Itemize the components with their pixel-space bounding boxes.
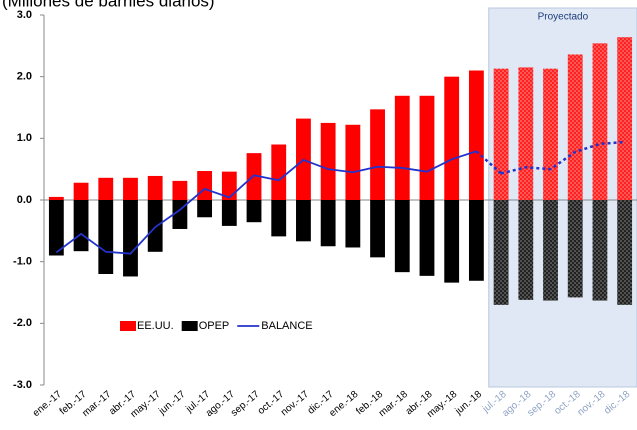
bar [172,180,188,200]
bar [543,200,558,301]
projection-area [488,7,637,388]
bar [246,153,262,200]
bar [48,196,64,200]
bar [444,76,460,200]
x-tick-label: mar.-18 [377,389,410,419]
bar [394,200,410,273]
bar [567,200,583,298]
bar [197,171,213,200]
bar [271,200,287,237]
bar [617,200,633,305]
projection-label: Proyectado [538,12,589,23]
bar [370,109,385,200]
x-tick-label: nov.-17 [279,389,311,419]
y-tick-label: -1.0 [13,256,32,268]
legend-label: OPEP [199,320,230,332]
x-tick-label: ene.-18 [327,389,360,420]
x-tick-label: dic.-18 [602,389,632,417]
y-tick-label: 0.0 [17,194,32,206]
balance-line [55,150,477,255]
bar [73,182,89,200]
x-tick-label: mar.-17 [80,389,113,419]
bar [518,67,534,201]
bar [123,177,138,200]
x-tick-label: sep.-17 [229,389,262,419]
bar [518,200,534,300]
balance-line [500,140,625,175]
bar [98,200,114,274]
bar [345,200,361,248]
chart-title: (Millones de barriles diarios) [2,0,215,10]
bar [296,200,311,242]
x-tick-label: ene.-17 [31,389,64,420]
bar [567,54,583,200]
bar [493,68,509,201]
bar [468,70,484,200]
y-tick-label: -2.0 [13,317,32,329]
x-tick-label: sep.-18 [526,389,559,419]
bar [48,200,64,256]
bar [592,200,608,301]
bar [320,122,336,200]
x-tick-label: nov.-18 [576,389,608,419]
bar [394,95,410,200]
y-tick-label: 3.0 [17,9,32,21]
bar [221,200,237,226]
x-tick-label: jun.-17 [156,389,188,418]
bar [73,200,89,252]
bar [493,200,509,305]
bar [345,124,361,200]
bar [543,68,558,201]
bar [221,171,237,200]
bar [468,200,484,281]
bar [592,43,608,200]
bar [320,200,336,247]
x-tick-label: jun.-18 [453,389,485,418]
legend-swatch [120,321,136,331]
bar [147,175,163,200]
bar [98,177,114,200]
bar [271,144,287,200]
bar [370,200,385,258]
bar [444,200,460,283]
legend-swatch [181,321,198,331]
bar [123,200,138,277]
bar [197,200,213,218]
bar [419,200,435,276]
bar [419,95,435,200]
legend-label: EE.UU. [137,320,174,332]
bar [246,200,262,223]
y-tick-label: 2.0 [17,71,32,83]
bar [617,37,633,201]
bar [147,200,163,252]
y-tick-label: 1.0 [17,132,32,144]
legend-label: BALANCE [261,320,312,332]
y-tick-label: -3.0 [13,379,32,391]
